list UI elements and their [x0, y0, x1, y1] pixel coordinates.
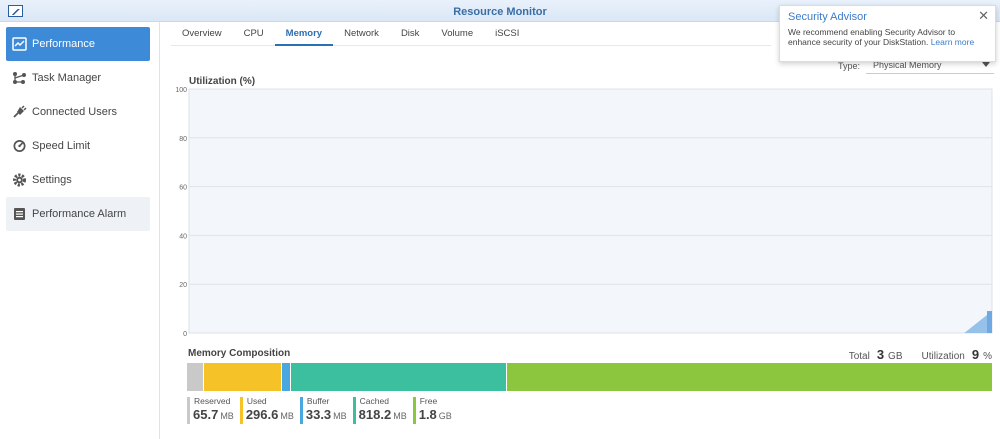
legend-swatch: [187, 397, 190, 424]
memory-legend: Reserved 65.7 MB Used 296.6 MB Buffer 33.3 MB Cac…: [187, 396, 458, 424]
legend-value: 296.6 MB: [245, 407, 294, 422]
legend-item-buffer: Buffer 33.3 MB: [299, 396, 347, 424]
composition-segment-free: [506, 363, 992, 391]
legend-label: Reserved: [194, 396, 231, 406]
legend-item-cached: Cached 818.2 MB: [352, 396, 407, 424]
legend-item-used: Used 296.6 MB: [239, 396, 294, 424]
y-tick-label: 60: [179, 185, 187, 192]
sidebar-item-label: Performance Alarm: [32, 208, 127, 220]
legend-swatch: [412, 397, 416, 424]
legend-swatch: [239, 397, 243, 424]
type-select-value: Physical Memory: [873, 60, 942, 70]
legend-unit: GB: [438, 411, 452, 421]
sidebar-item-label: Speed Limit: [32, 140, 91, 152]
chevron-down-icon: [982, 62, 991, 67]
composition-segment-cached: [291, 363, 507, 391]
sidebar-item-label: Performance: [32, 38, 95, 50]
sidebar-item-task-manager[interactable]: Task Manager: [6, 61, 150, 95]
advisor-title: Security Advisor: [788, 11, 867, 23]
composition-title: Memory Composition: [188, 348, 291, 359]
tab-bar: Overview CPU Memory Network Disk Volume …: [171, 22, 771, 46]
close-icon[interactable]: ✕: [978, 8, 989, 23]
legend-value: 65.7 MB: [193, 407, 234, 422]
tab-disk[interactable]: Disk: [400, 28, 420, 39]
advisor-text: We recommend enabling Security Advisor t…: [788, 27, 956, 47]
utilization-current-bar: [987, 311, 992, 333]
tab-iscsi[interactable]: iSCSI: [495, 28, 520, 39]
legend-value: 1.8 GB: [418, 407, 452, 422]
total-unit: GB: [888, 351, 903, 362]
composition-segment-reserved: [187, 363, 205, 391]
composition-segment-used: [204, 363, 283, 391]
sidebar-item-label: Connected Users: [32, 106, 117, 118]
alarm-list-icon: [6, 207, 32, 221]
legend-label: Free: [419, 396, 438, 406]
legend-item-free: Free 1.8 GB: [412, 396, 452, 424]
legend-item-reserved: Reserved 65.7 MB: [187, 396, 234, 424]
speedometer-icon: [6, 139, 32, 153]
tab-overview[interactable]: Overview: [182, 28, 222, 39]
title-bar: Resource Monitor: [0, 0, 1000, 22]
performance-icon: [6, 37, 32, 51]
plot-area: [188, 88, 993, 334]
legend-swatch: [352, 397, 356, 424]
total-label: Total: [848, 351, 870, 362]
composition-segment-buffer: [282, 363, 292, 391]
resource-monitor-icon: [8, 5, 23, 17]
legend-unit: MB: [220, 411, 234, 421]
type-filter: Type: Physical Memory: [838, 58, 995, 74]
total-value: 3: [876, 347, 885, 362]
sidebar-item-settings[interactable]: Settings: [6, 163, 150, 197]
window-title: Resource Monitor: [453, 6, 547, 18]
sidebar-item-label: Settings: [32, 174, 72, 186]
legend-swatch: [299, 397, 303, 424]
task-manager-icon: [6, 71, 32, 85]
tab-cpu[interactable]: CPU: [243, 28, 264, 39]
legend-label: Used: [246, 396, 267, 406]
tab-volume[interactable]: Volume: [441, 28, 474, 39]
y-tick-label: 40: [179, 233, 187, 240]
y-tick-label: 100: [175, 87, 187, 94]
memory-composition-bar: [187, 363, 992, 391]
sidebar-item-performance-alarm[interactable]: Performance Alarm: [6, 197, 150, 231]
utilization-unit: %: [983, 351, 992, 362]
y-tick-label: 80: [179, 136, 187, 143]
sidebar-item-label: Task Manager: [32, 72, 102, 84]
sidebar-item-connected-users[interactable]: Connected Users: [6, 95, 150, 129]
type-select[interactable]: Physical Memory: [866, 58, 995, 74]
legend-label: Cached: [359, 396, 389, 406]
legend-label: Buffer: [306, 396, 330, 406]
y-tick-label: 20: [179, 282, 187, 289]
sidebar-item-performance[interactable]: Performance: [6, 27, 150, 61]
composition-totals: Total 3 GB Utilization 9 %: [849, 347, 992, 362]
sidebar-item-speed-limit[interactable]: Speed Limit: [6, 129, 150, 163]
legend-unit: MB: [280, 411, 294, 421]
y-tick-label: 0: [183, 331, 187, 338]
gear-icon: [6, 173, 32, 187]
type-label: Type:: [838, 61, 861, 71]
legend-unit: MB: [393, 411, 407, 421]
utilization-value: 9: [971, 347, 980, 362]
plug-icon: [6, 105, 32, 119]
utilization-chart: 0 20 40 60 80 100: [175, 87, 993, 338]
legend-value: 33.3 MB: [305, 407, 347, 422]
utilization-label: Utilization: [921, 351, 965, 362]
legend-unit: MB: [333, 411, 347, 421]
legend-value: 818.2 MB: [358, 407, 407, 422]
tab-memory[interactable]: Memory: [274, 22, 334, 46]
chart-title: Utilization (%): [189, 76, 256, 87]
security-advisor-notification: Security Advisor We recommend enabling S…: [779, 5, 996, 62]
sidebar: Performance Task Manager Connected Users…: [0, 22, 160, 439]
tab-network[interactable]: Network: [344, 28, 379, 39]
advisor-learn-more-link[interactable]: Learn more: [930, 37, 975, 47]
advisor-message: We recommend enabling Security Advisor t…: [788, 27, 987, 47]
